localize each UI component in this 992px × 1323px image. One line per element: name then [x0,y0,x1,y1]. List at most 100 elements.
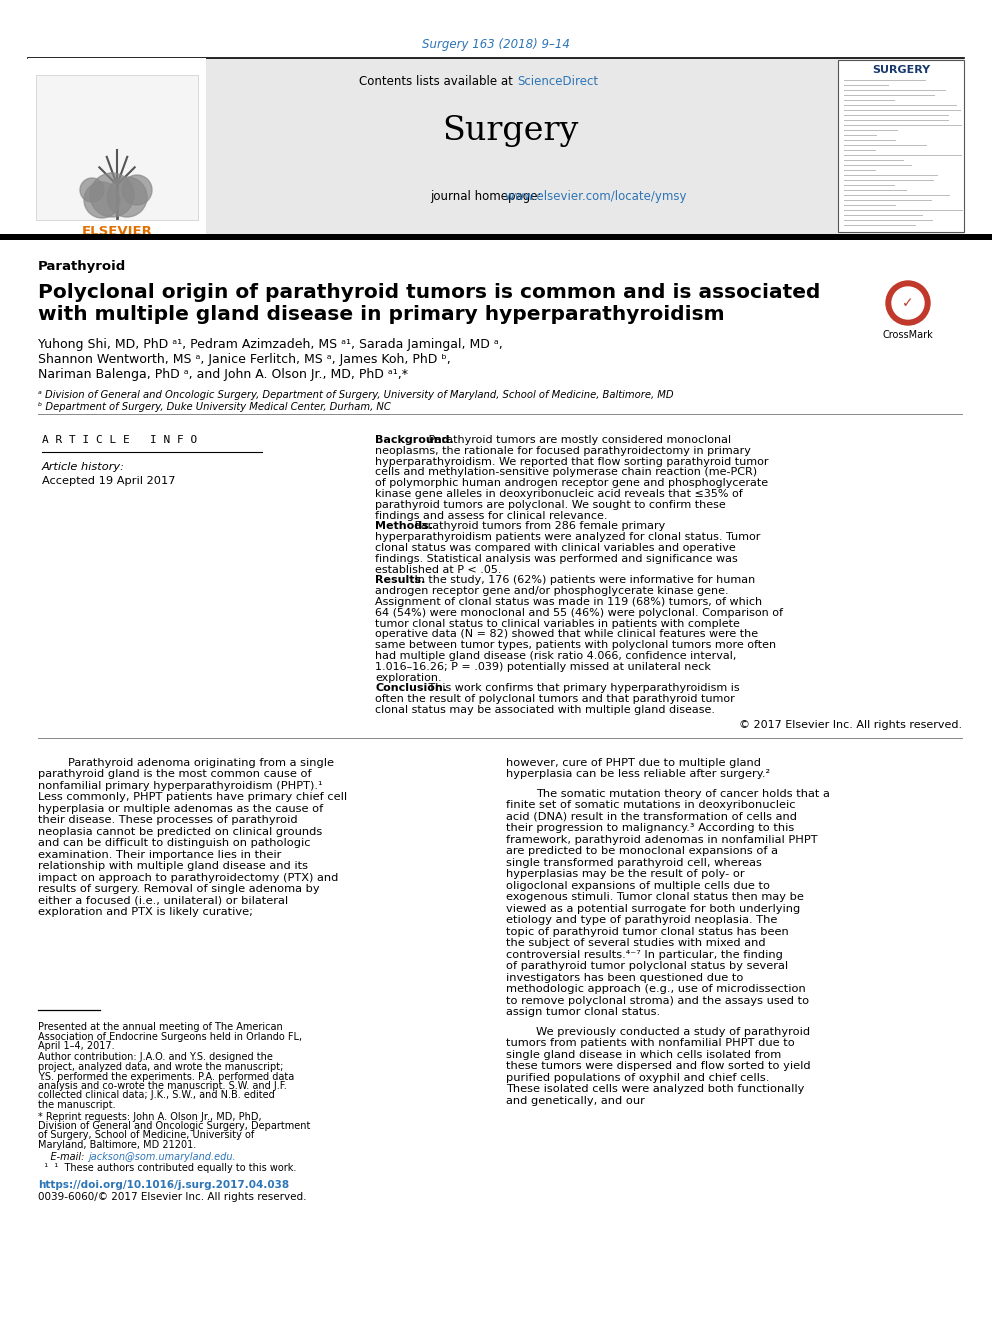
Text: ScienceDirect: ScienceDirect [517,75,598,89]
Bar [28,58,206,235]
Text: established at P < .05.: established at P < .05. [375,565,502,574]
Text: either a focused (i.e., unilateral) or bilateral: either a focused (i.e., unilateral) or b… [38,896,288,906]
Circle shape [122,175,152,205]
Text: and can be difficult to distinguish on pathologic: and can be difficult to distinguish on p… [38,839,310,848]
Text: findings. Statistical analysis was performed and significance was: findings. Statistical analysis was perfo… [375,554,738,564]
Circle shape [80,179,104,202]
Text: however, cure of PHPT due to multiple gland: however, cure of PHPT due to multiple gl… [506,758,761,767]
Text: jackson@som.umaryland.edu.: jackson@som.umaryland.edu. [88,1151,236,1162]
Text: Surgery 163 (2018) 9–14: Surgery 163 (2018) 9–14 [422,38,570,52]
Circle shape [892,287,924,319]
Text: acid (DNA) result in the transformation of cells and: acid (DNA) result in the transformation … [506,812,797,822]
Text: Shannon Wentworth, MS ᵃ, Janice Ferlitch, MS ᵃ, James Koh, PhD ᵇ,: Shannon Wentworth, MS ᵃ, Janice Ferlitch… [38,353,450,366]
Text: We previously conducted a study of parathyroid: We previously conducted a study of parat… [536,1027,810,1037]
Text: ¹  ¹  These authors contributed equally to this work.: ¹ ¹ These authors contributed equally to… [38,1163,297,1174]
Text: E-mail:: E-mail: [38,1151,87,1162]
Text: single transformed parathyroid cell, whereas: single transformed parathyroid cell, whe… [506,857,762,868]
Text: the subject of several studies with mixed and: the subject of several studies with mixe… [506,938,766,949]
Text: impact on approach to parathyroidectomy (PTX) and: impact on approach to parathyroidectomy … [38,873,338,882]
Text: hyperplasia or multiple adenomas as the cause of: hyperplasia or multiple adenomas as the … [38,804,323,814]
Text: of parathyroid tumor polyclonal status by several: of parathyroid tumor polyclonal status b… [506,962,788,971]
Text: Nariman Balenga, PhD ᵃ, and John A. Olson Jr., MD, PhD ᵃ¹,*: Nariman Balenga, PhD ᵃ, and John A. Olso… [38,368,408,381]
Text: Parathyroid adenoma originating from a single: Parathyroid adenoma originating from a s… [68,758,334,767]
Text: the manuscript.: the manuscript. [38,1099,116,1110]
Text: project, analyzed data, and wrote the manuscript;: project, analyzed data, and wrote the ma… [38,1062,284,1072]
Text: Association of Endocrine Surgeons held in Orlando FL,: Association of Endocrine Surgeons held i… [38,1032,303,1041]
Text: 0039-6060/© 2017 Elsevier Inc. All rights reserved.: 0039-6060/© 2017 Elsevier Inc. All right… [38,1192,307,1203]
Bar [36,75,198,220]
Text: In the study, 176 (62%) patients were informative for human: In the study, 176 (62%) patients were in… [411,576,756,585]
Text: collected clinical data; J.K., S.W., and N.B. edited: collected clinical data; J.K., S.W., and… [38,1090,275,1101]
Circle shape [886,280,930,325]
Text: journal homepage:: journal homepage: [430,191,549,202]
Text: exogenous stimuli. Tumor clonal status then may be: exogenous stimuli. Tumor clonal status t… [506,892,804,902]
Text: assign tumor clonal status.: assign tumor clonal status. [506,1007,660,1017]
Bar [838,60,964,232]
Text: Contents lists available at: Contents lists available at [359,75,517,89]
Text: their disease. These processes of parathyroid: their disease. These processes of parath… [38,815,298,826]
Text: hyperparathyroidism patients were analyzed for clonal status. Tumor: hyperparathyroidism patients were analyz… [375,532,761,542]
Text: Conclusion.: Conclusion. [375,684,447,693]
Text: ✓: ✓ [902,296,914,310]
Text: had multiple gland disease (risk ratio 4.066, confidence interval,: had multiple gland disease (risk ratio 4… [375,651,736,662]
Text: neoplasms, the rationale for focused parathyroidectomy in primary: neoplasms, the rationale for focused par… [375,446,751,456]
Text: Surgery: Surgery [441,115,578,147]
Text: tumor clonal status to clinical variables in patients with complete: tumor clonal status to clinical variable… [375,619,740,628]
Text: Assignment of clonal status was made in 119 (68%) tumors, of which: Assignment of clonal status was made in … [375,597,762,607]
Text: parathyroid gland is the most common cause of: parathyroid gland is the most common cau… [38,769,311,779]
Text: ᵇ Department of Surgery, Duke University Medical Center, Durham, NC: ᵇ Department of Surgery, Duke University… [38,402,391,411]
Text: Results.: Results. [375,576,426,585]
Text: with multiple gland disease in primary hyperparathyroidism: with multiple gland disease in primary h… [38,306,724,324]
Text: methodologic approach (e.g., use of microdissection: methodologic approach (e.g., use of micr… [506,984,806,995]
Text: hyperparathyroidism. We reported that flow sorting parathyroid tumor: hyperparathyroidism. We reported that fl… [375,456,769,467]
Text: tumors from patients with nonfamilial PHPT due to: tumors from patients with nonfamilial PH… [506,1039,795,1048]
Text: investigators has been questioned due to: investigators has been questioned due to [506,972,743,983]
Text: of polymorphic human androgen receptor gene and phosphoglycerate: of polymorphic human androgen receptor g… [375,478,768,488]
Text: clonal status may be associated with multiple gland disease.: clonal status may be associated with mul… [375,705,715,714]
Bar [0,234,992,239]
Text: hyperplasias may be the result of poly- or: hyperplasias may be the result of poly- … [506,869,745,880]
Text: Author contribution: J.A.O. and Y.S. designed the: Author contribution: J.A.O. and Y.S. des… [38,1053,273,1062]
Text: are predicted to be monoclonal expansions of a: are predicted to be monoclonal expansion… [506,847,778,856]
Text: neoplasia cannot be predicted on clinical grounds: neoplasia cannot be predicted on clinica… [38,827,322,837]
Text: these tumors were dispersed and flow sorted to yield: these tumors were dispersed and flow sor… [506,1061,810,1072]
Text: of Surgery, School of Medicine, University of: of Surgery, School of Medicine, Universi… [38,1130,254,1140]
Text: to remove polyclonal stroma) and the assays used to: to remove polyclonal stroma) and the ass… [506,996,809,1005]
Text: framework, parathyroid adenomas in nonfamilial PHPT: framework, parathyroid adenomas in nonfa… [506,835,817,845]
Text: same between tumor types, patients with polyclonal tumors more often: same between tumor types, patients with … [375,640,776,650]
Text: ELSEVIER: ELSEVIER [81,225,153,238]
Text: Parathyroid tumors are mostly considered monoclonal: Parathyroid tumors are mostly considered… [425,435,731,445]
Text: * Reprint requests: John A. Olson Jr., MD, PhD,: * Reprint requests: John A. Olson Jr., M… [38,1111,262,1122]
Text: examination. Their importance lies in their: examination. Their importance lies in th… [38,849,282,860]
Bar [28,58,964,235]
Text: Parathyroid tumors from 286 female primary: Parathyroid tumors from 286 female prima… [411,521,666,532]
Text: ᵃ Division of General and Oncologic Surgery, Department of Surgery, University o: ᵃ Division of General and Oncologic Surg… [38,390,674,400]
Circle shape [107,177,147,217]
Text: exploration and PTX is likely curative;: exploration and PTX is likely curative; [38,908,253,917]
Text: findings and assess for clinical relevance.: findings and assess for clinical relevan… [375,511,607,520]
Text: topic of parathyroid tumor clonal status has been: topic of parathyroid tumor clonal status… [506,927,789,937]
Text: The somatic mutation theory of cancer holds that a: The somatic mutation theory of cancer ho… [536,789,830,799]
Text: exploration.: exploration. [375,672,441,683]
Text: analysis and co-wrote the manuscript. S.W. and J.F.: analysis and co-wrote the manuscript. S.… [38,1081,287,1091]
Text: often the result of polyclonal tumors and that parathyroid tumor: often the result of polyclonal tumors an… [375,695,735,704]
Text: Parathyroid: Parathyroid [38,261,126,273]
Text: https://doi.org/10.1016/j.surg.2017.04.038: https://doi.org/10.1016/j.surg.2017.04.0… [38,1180,289,1191]
Circle shape [84,183,120,218]
Text: finite set of somatic mutations in deoxyribonucleic: finite set of somatic mutations in deoxy… [506,800,796,810]
Text: viewed as a potential surrogate for both underlying: viewed as a potential surrogate for both… [506,904,801,914]
Text: This work confirms that primary hyperparathyroidism is: This work confirms that primary hyperpar… [425,684,739,693]
Text: controversial results.⁴⁻⁷ In particular, the finding: controversial results.⁴⁻⁷ In particular,… [506,950,783,959]
Text: These isolated cells were analyzed both functionally: These isolated cells were analyzed both … [506,1085,805,1094]
Text: cells and methylation-sensitive polymerase chain reaction (me-PCR): cells and methylation-sensitive polymera… [375,467,757,478]
Text: relationship with multiple gland disease and its: relationship with multiple gland disease… [38,861,308,872]
Text: Methods.: Methods. [375,521,433,532]
Text: clonal status was compared with clinical variables and operative: clonal status was compared with clinical… [375,542,736,553]
Text: © 2017 Elsevier Inc. All rights reserved.: © 2017 Elsevier Inc. All rights reserved… [739,720,962,730]
Text: androgen receptor gene and/or phosphoglycerate kinase gene.: androgen receptor gene and/or phosphogly… [375,586,729,597]
Text: purified populations of oxyphil and chief cells.: purified populations of oxyphil and chie… [506,1073,770,1082]
Text: and genetically, and our: and genetically, and our [506,1095,645,1106]
Text: single gland disease in which cells isolated from: single gland disease in which cells isol… [506,1049,782,1060]
Text: 1.016–16.26; P = .039) potentially missed at unilateral neck: 1.016–16.26; P = .039) potentially misse… [375,662,711,672]
Text: Polyclonal origin of parathyroid tumors is common and is associated: Polyclonal origin of parathyroid tumors … [38,283,820,302]
